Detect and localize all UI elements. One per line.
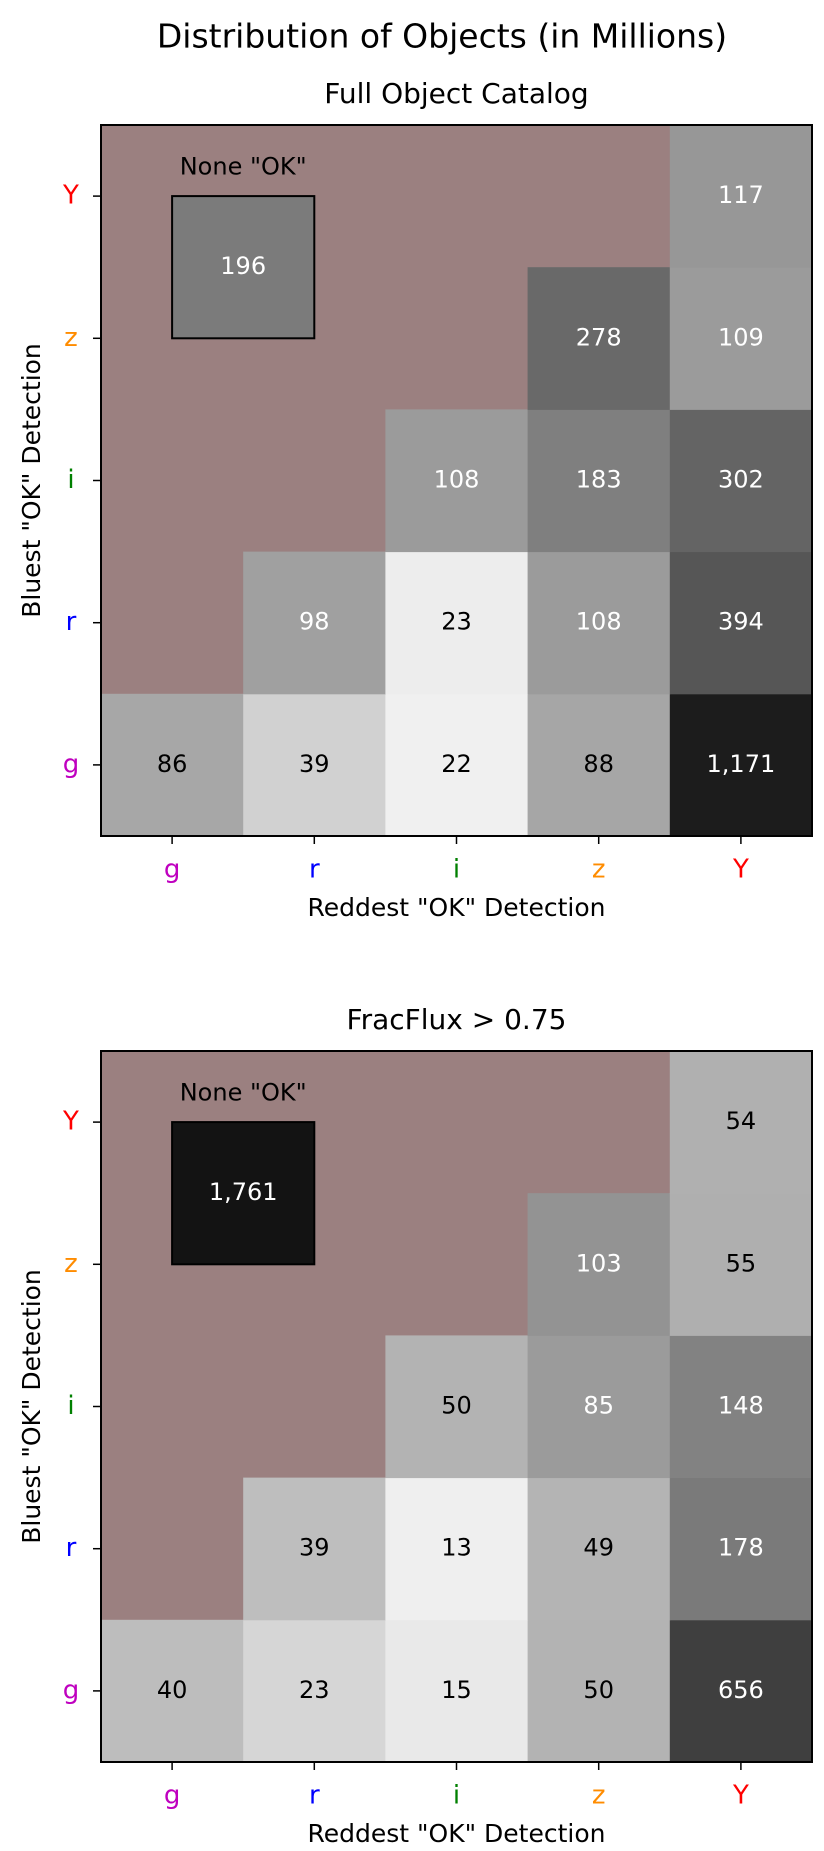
x-tick-label: r: [309, 1781, 320, 1811]
cell-label: 85: [583, 1392, 614, 1420]
cell-label: 15: [441, 1676, 472, 1704]
x-axis-label: Reddest "OK" Detection: [308, 1819, 606, 1848]
cell: [243, 551, 386, 695]
cell: [385, 551, 529, 695]
cell: [669, 1335, 813, 1479]
cell: [385, 693, 529, 837]
y-tick-label: Y: [62, 181, 79, 211]
panel-title: FracFlux > 0.75: [347, 1003, 567, 1036]
none-label: None "OK": [180, 1079, 307, 1107]
y-tick-label: g: [63, 1675, 80, 1705]
cell: [243, 1619, 386, 1763]
y-tick-label: z: [64, 323, 78, 353]
cell-label: 13: [441, 1534, 472, 1562]
cell-label: 23: [299, 1676, 330, 1704]
cell: [527, 267, 671, 410]
cell: [385, 409, 529, 553]
y-tick-label: g: [63, 749, 80, 779]
none-value-label: 1,761: [209, 1178, 278, 1206]
cell: [101, 1619, 244, 1763]
cell: [243, 1477, 386, 1621]
cell-label: 22: [441, 750, 472, 778]
x-tick-label: Y: [732, 1781, 749, 1811]
cell-label: 40: [157, 1676, 188, 1704]
cell: [385, 1477, 529, 1621]
cell-label: 656: [718, 1676, 764, 1704]
cell: [385, 1619, 529, 1763]
x-tick-label: g: [164, 1781, 181, 1811]
cell-label: 49: [583, 1534, 614, 1562]
cell: [669, 1193, 813, 1336]
none-label: None "OK": [180, 153, 307, 181]
cell-label: 50: [583, 1676, 614, 1704]
cell-label: 50: [441, 1392, 472, 1420]
cell-label: 23: [441, 608, 472, 636]
x-tick-label: Y: [732, 855, 749, 885]
cell: [669, 125, 813, 268]
x-tick-label: r: [309, 855, 320, 885]
cell: [669, 267, 813, 410]
y-tick-label: r: [66, 1533, 77, 1563]
cell: [385, 1335, 529, 1479]
cell-label: 39: [299, 750, 330, 778]
cell: [527, 1477, 671, 1621]
cell-label: 302: [718, 466, 764, 494]
cell: [669, 409, 813, 553]
cell: [101, 693, 244, 837]
none-box: [171, 1121, 316, 1266]
cell-label: 108: [576, 608, 622, 636]
cell-label: 109: [718, 323, 764, 351]
panel-title: Full Object Catalog: [324, 77, 588, 110]
cell: [527, 1193, 671, 1336]
cell-label: 86: [157, 750, 188, 778]
x-tick-label: z: [592, 1781, 606, 1811]
cell-label: 55: [726, 1249, 757, 1277]
cell: [669, 551, 813, 695]
cell-label: 54: [726, 1107, 757, 1135]
y-tick-label: Y: [62, 1107, 79, 1137]
cell: [669, 1619, 813, 1763]
cell-label: 39: [299, 1534, 330, 1562]
y-tick-label: r: [66, 607, 77, 637]
cell-label: 394: [718, 608, 764, 636]
cell: [669, 1051, 813, 1194]
none-value-label: 196: [220, 252, 266, 280]
x-tick-label: i: [453, 855, 460, 885]
cell-label: 98: [299, 608, 330, 636]
y-axis-label: Bluest "OK" Detection: [17, 1269, 46, 1544]
cell-label: 148: [718, 1392, 764, 1420]
cell-label: 1,171: [707, 750, 776, 778]
cell: [669, 1477, 813, 1621]
cell-label: 183: [576, 466, 622, 494]
y-tick-label: i: [67, 1391, 74, 1421]
cell-label: 103: [576, 1249, 622, 1277]
cell-label: 178: [718, 1534, 764, 1562]
cell: [527, 409, 671, 553]
none-box: [171, 195, 316, 340]
x-tick-label: z: [592, 855, 606, 885]
y-tick-label: z: [64, 1249, 78, 1279]
cell-label: 88: [583, 750, 614, 778]
x-axis-label: Reddest "OK" Detection: [308, 893, 606, 922]
figure-title: Distribution of Objects (in Millions): [157, 17, 727, 56]
cell: [243, 693, 386, 837]
y-tick-label: i: [67, 465, 74, 495]
cell: [669, 693, 813, 837]
cell: [527, 1619, 671, 1763]
cell: [527, 693, 671, 837]
y-axis-label: Bluest "OK" Detection: [17, 343, 46, 618]
x-tick-label: i: [453, 1781, 460, 1811]
cell: [527, 1335, 671, 1479]
cell-label: 278: [576, 323, 622, 351]
cell-label: 117: [718, 181, 764, 209]
x-tick-label: g: [164, 855, 181, 885]
cell-label: 108: [434, 466, 480, 494]
cell: [527, 551, 671, 695]
